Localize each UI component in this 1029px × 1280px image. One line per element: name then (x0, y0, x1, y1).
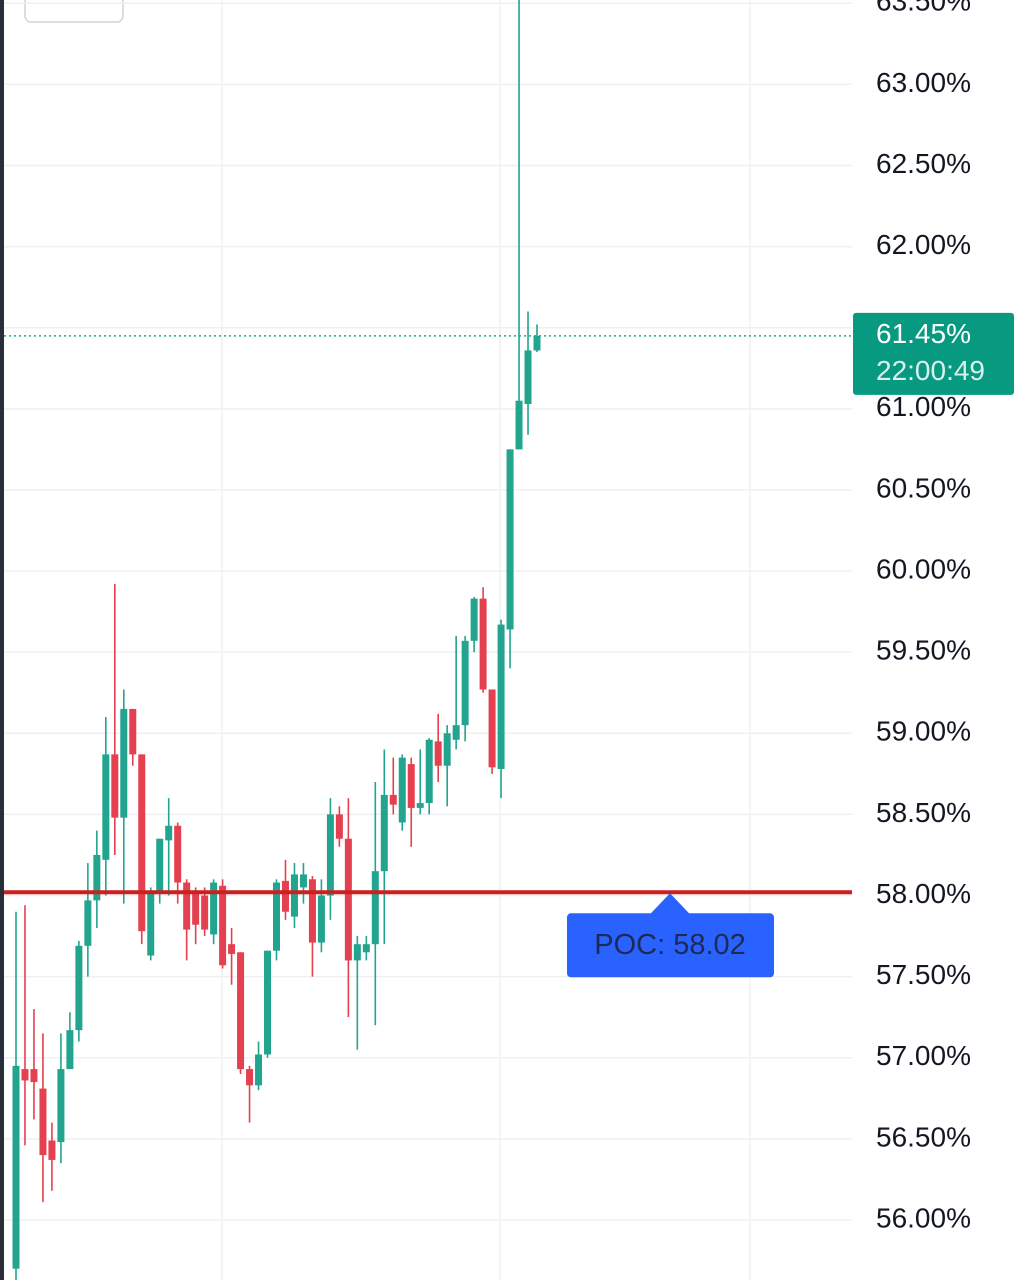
candle-body (470, 598, 478, 641)
candle-body (443, 733, 451, 766)
candle-body (515, 400, 523, 450)
candle-body (488, 689, 496, 768)
candle-body (255, 1054, 263, 1086)
grid (4, 2, 852, 1221)
candle-body (434, 741, 442, 766)
candle-body (335, 814, 343, 839)
poc-label: POC: 58.02 (594, 929, 746, 961)
candle-body (371, 871, 379, 945)
y-tick-label: 63.50% (876, 0, 971, 17)
y-tick-label: 62.00% (876, 229, 971, 260)
candle-body (308, 879, 316, 943)
candle-body (84, 900, 92, 946)
candles (12, 0, 541, 1280)
poc-box (567, 913, 774, 978)
y-tick-label: 60.00% (876, 553, 971, 584)
y-tick-label: 56.00% (876, 1202, 971, 1233)
candle-body (497, 624, 505, 769)
candle-body (30, 1069, 38, 1083)
y-tick-label: 63.00% (876, 67, 971, 98)
y-tick-label: 58.50% (876, 797, 971, 828)
candle-body (425, 739, 433, 804)
y-tick-label: 57.50% (876, 959, 971, 990)
candle-body (120, 708, 128, 818)
candle-body (524, 350, 532, 404)
candle-body (506, 449, 514, 630)
y-tick-label: 57.00% (876, 1040, 971, 1071)
candle-body (407, 764, 415, 808)
candle-body (416, 803, 424, 808)
candle-body (389, 794, 397, 805)
candle-body (281, 880, 289, 912)
candle-body (317, 895, 325, 943)
candle-body (380, 794, 388, 872)
candle-body (237, 952, 245, 1070)
candle-body (156, 838, 164, 891)
candle-body (264, 950, 272, 1055)
candle-body (39, 1088, 47, 1156)
y-tick-label: 58.00% (876, 878, 971, 909)
candle-body (183, 882, 191, 930)
overlay: 56.00% 56.50% 57.00% 57.50% 58.00% 58.50% 59.0… (4, 0, 1014, 1233)
candle-body (228, 944, 236, 954)
candle-body (93, 854, 101, 901)
candle-body (201, 895, 209, 930)
candle-body (174, 825, 182, 883)
last-price-label: 61.45% (876, 318, 971, 349)
poc-pointer (650, 893, 690, 915)
candle-body (129, 708, 137, 755)
y-tick-label: 62.50% (876, 148, 971, 179)
y-tick-label: 61.00% (876, 391, 971, 422)
candle-body (12, 1065, 20, 1269)
candle-body (138, 754, 146, 932)
candle-body (398, 757, 406, 823)
last-price-tag (853, 312, 1014, 395)
candle-body (192, 890, 200, 925)
candle-body (344, 838, 352, 961)
countdown: 22:00:49 (876, 355, 985, 386)
candle-body (533, 335, 541, 351)
y-tick-label: 59.50% (876, 635, 971, 666)
candle-body (102, 754, 110, 860)
y-tick-label: 60.50% (876, 472, 971, 503)
candle-body (111, 754, 119, 818)
candle-body (452, 725, 460, 740)
y-tick-label: 59.00% (876, 716, 971, 747)
candle-body (219, 885, 227, 966)
toolbar-button[interactable] (24, 0, 124, 23)
candle-body (57, 1069, 65, 1143)
candle-body (461, 640, 469, 726)
candle-body (290, 874, 298, 917)
candle-body (210, 882, 218, 935)
candle-body (326, 814, 334, 896)
candle-body (353, 944, 361, 961)
y-tick-label: 56.50% (876, 1121, 971, 1152)
candle-body (362, 944, 370, 953)
candle-body (165, 825, 173, 841)
candle-body (479, 598, 487, 690)
candle-body (273, 882, 280, 951)
candle-body (66, 1030, 74, 1070)
candle-body (147, 890, 155, 956)
candle-body (75, 945, 83, 1031)
candle-body (21, 1069, 29, 1081)
candle-body (299, 874, 307, 888)
candle-body (246, 1069, 254, 1086)
candle-body (48, 1140, 56, 1160)
left-edge (0, 0, 4, 1280)
